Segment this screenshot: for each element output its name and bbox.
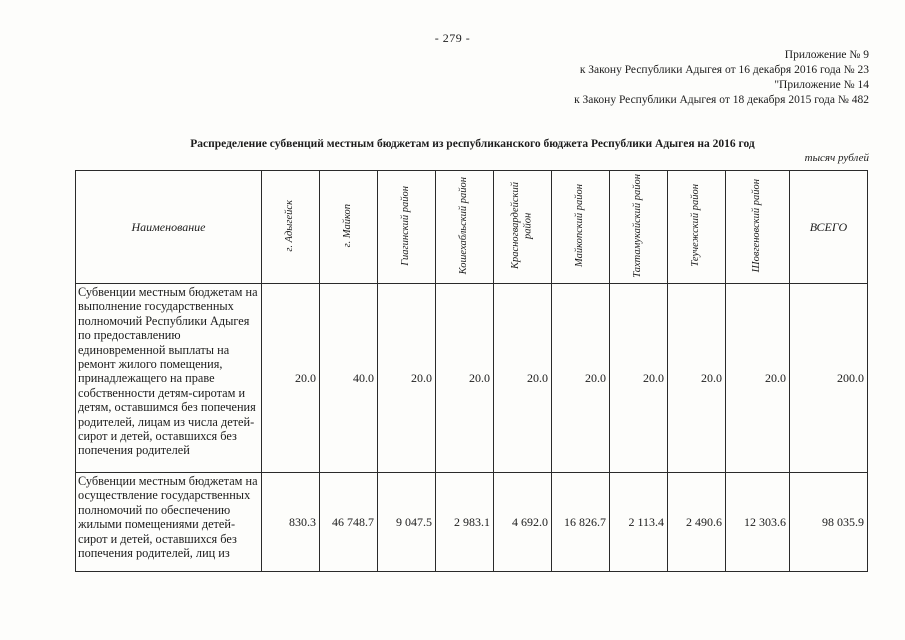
row-name-cell: Субвенции местным бюджетам на выполнение… <box>75 283 262 473</box>
column-header: г. Адыгейск <box>261 170 320 284</box>
value-cell: 16 826.7 <box>551 472 610 572</box>
page-number: - 279 - <box>434 31 471 45</box>
value-cell: 2 983.1 <box>435 472 494 572</box>
value-cell: 9 047.5 <box>377 472 436 572</box>
column-header: Теучежский район <box>667 170 726 284</box>
column-header-name: Наименование <box>75 170 262 284</box>
column-header-label: Майкопский район <box>574 183 586 267</box>
table-row: Субвенции местным бюджетам на выполнение… <box>75 283 868 473</box>
value-cell: 20.0 <box>609 283 668 473</box>
column-header: г. Майкоп <box>319 170 378 284</box>
column-header: Гиагинский район <box>377 170 436 284</box>
row-name-text: Субвенции местным бюджетам на осуществле… <box>78 474 258 561</box>
value-cell: 2 113.4 <box>609 472 668 572</box>
column-header-label: Теучежский район <box>690 184 702 267</box>
column-header: ВСЕГО <box>789 170 868 284</box>
subventions-table: Наименование г. Адыгейск г. Майкоп Гиагинс… <box>75 170 868 572</box>
table-header-row: Наименование г. Адыгейск г. Майкоп Гиагинс… <box>75 170 868 284</box>
row-name-text: Субвенции местным бюджетам на выполнение… <box>78 285 258 458</box>
column-header-label: Кошехабльский район <box>458 176 470 275</box>
document-title: Распределение субвенций местным бюджетам… <box>190 138 755 150</box>
value-cell: 20.0 <box>551 283 610 473</box>
value-cell: 20.0 <box>261 283 320 473</box>
column-header-label: ВСЕГО <box>809 219 848 234</box>
table-container: Наименование г. Адыгейск г. Майкоп Гиагинс… <box>75 170 868 572</box>
column-header: Кошехабльский район <box>435 170 494 284</box>
value-cell: 12 303.6 <box>725 472 790 572</box>
column-header-label: Тахтамукайский район <box>632 173 644 278</box>
value-cell: 20.0 <box>435 283 494 473</box>
value-cell: 20.0 <box>377 283 436 473</box>
column-header: Красногвардейский район <box>493 170 552 284</box>
table-row: Субвенции местным бюджетам на осуществле… <box>75 472 868 572</box>
value-cell: 98 035.9 <box>789 472 868 572</box>
value-cell: 46 748.7 <box>319 472 378 572</box>
value-cell: 200.0 <box>789 283 868 473</box>
column-header-label: Гиагинский район <box>400 185 412 266</box>
column-header-label: г. Адыгейск <box>284 199 296 252</box>
value-cell: 2 490.6 <box>667 472 726 572</box>
column-header-label: Шовгеновский район <box>751 178 763 273</box>
value-cell: 20.0 <box>725 283 790 473</box>
column-header: Тахтамукайский район <box>609 170 668 284</box>
column-header: Шовгеновский район <box>725 170 790 284</box>
appendix-header-line: к Закону Республики Адыгея от 16 декабря… <box>579 64 869 76</box>
units-label: тысяч рублей <box>804 152 869 164</box>
appendix-header-line: к Закону Республики Адыгея от 18 декабря… <box>574 94 869 106</box>
value-cell: 20.0 <box>667 283 726 473</box>
value-cell: 40.0 <box>319 283 378 473</box>
value-cell: 4 692.0 <box>493 472 552 572</box>
column-header: Майкопский район <box>551 170 610 284</box>
row-name-cell: Субвенции местным бюджетам на осуществле… <box>75 472 262 572</box>
column-header-label: г. Майкоп <box>342 203 354 248</box>
column-header-label: Красногвардейский район <box>510 182 534 269</box>
value-cell: 20.0 <box>493 283 552 473</box>
appendix-header-line: Приложение № 9 <box>784 49 869 61</box>
appendix-header: Приложение № 9 к Закону Республики Адыгея… <box>574 48 869 108</box>
value-cell: 830.3 <box>261 472 320 572</box>
appendix-header-line: "Приложение № 14 <box>774 79 869 91</box>
